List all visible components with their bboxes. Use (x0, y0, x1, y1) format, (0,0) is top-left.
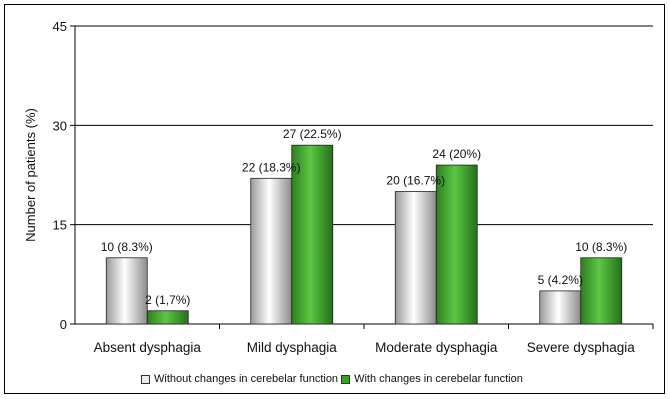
data-label: 10 (8.3%) (575, 240, 627, 254)
x-tick-label: Severe dysphagia (527, 340, 636, 355)
x-tick-label: Absent dysphagia (94, 340, 202, 355)
y-tick-label: 0 (60, 317, 67, 332)
bar (105, 257, 148, 325)
y-tick-label: 15 (53, 218, 67, 233)
bar (146, 310, 189, 325)
x-tick-label: Moderate dysphagia (375, 340, 498, 355)
data-label: 2 (1,7%) (145, 293, 190, 307)
bar (394, 191, 437, 325)
bar (250, 177, 293, 325)
x-tick-label: Mild dysphagia (247, 340, 338, 355)
data-label: 5 (4.2%) (538, 273, 583, 287)
legend-item-with: With changes in cerebelar function (341, 373, 523, 385)
data-label: 10 (8.3%) (101, 240, 153, 254)
bar (435, 164, 478, 325)
legend: Without changes in cerebelar function Wi… (141, 373, 526, 385)
data-label: 20 (16.7%) (386, 174, 445, 188)
legend-swatch-without (141, 374, 150, 384)
bar (291, 144, 334, 325)
legend-item-without: Without changes in cerebelar function (141, 373, 338, 385)
y-tick-label: 30 (53, 118, 67, 133)
bar (539, 290, 582, 325)
chart-frame (4, 4, 665, 394)
bar (580, 257, 623, 325)
legend-label-with: With changes in cerebelar function (354, 373, 523, 385)
data-label: 24 (20%) (432, 147, 481, 161)
data-label: 22 (18.3%) (242, 160, 301, 174)
gridlines (75, 25, 653, 226)
legend-label-without: Without changes in cerebelar function (154, 373, 339, 385)
data-labels: 10 (8.3%) 2 (1,7%) 22 (18.3%) 27 (22.5%) 20 … (101, 127, 628, 307)
bars (105, 144, 623, 325)
legend-swatch-with (341, 374, 351, 384)
axes: 0 15 30 45 Absent dysphagia Mild dysphagia Mod… (53, 19, 654, 355)
data-label: 27 (22.5%) (283, 127, 342, 141)
y-axis-label: Number of patients (%) (23, 108, 38, 242)
y-tick-label: 45 (53, 19, 67, 34)
